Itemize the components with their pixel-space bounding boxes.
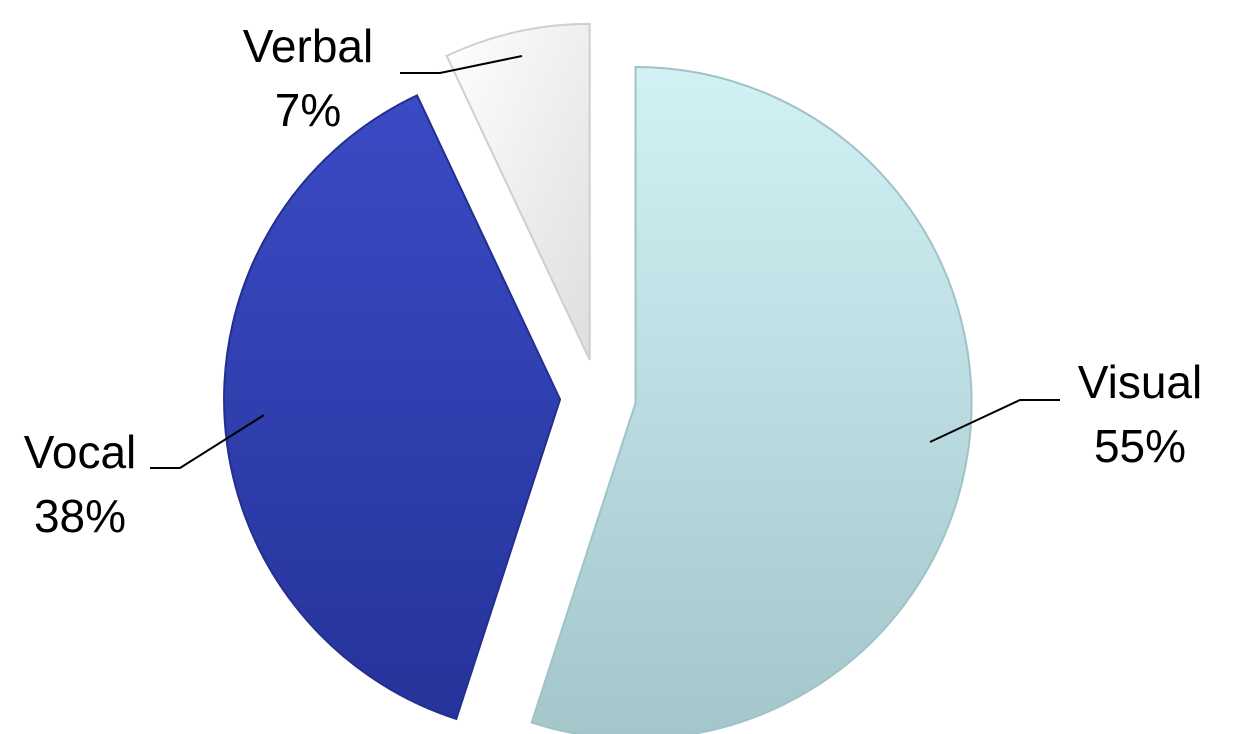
pie-slices xyxy=(223,22,973,734)
leader-line-verbal xyxy=(400,55,523,74)
leader-line-vocal xyxy=(150,414,265,469)
leader-line-visual xyxy=(929,399,1060,443)
slice-label-vocal-name: Vocal xyxy=(24,426,137,478)
pie-slice-visual xyxy=(530,65,973,734)
slice-label-verbal-value: 7% xyxy=(275,84,341,136)
slice-label-visual-value: 55% xyxy=(1094,420,1186,472)
pie-slice-verbal xyxy=(445,22,591,361)
leader-lines xyxy=(150,55,1060,469)
slice-label-vocal-value: 38% xyxy=(34,490,126,542)
slice-labels: Visual 55% Vocal 38% Verbal 7% xyxy=(24,20,1203,542)
slice-label-verbal-name: Verbal xyxy=(243,20,373,72)
pie-slice-vocal xyxy=(223,94,562,721)
slice-label-visual-name: Visual xyxy=(1078,356,1202,408)
